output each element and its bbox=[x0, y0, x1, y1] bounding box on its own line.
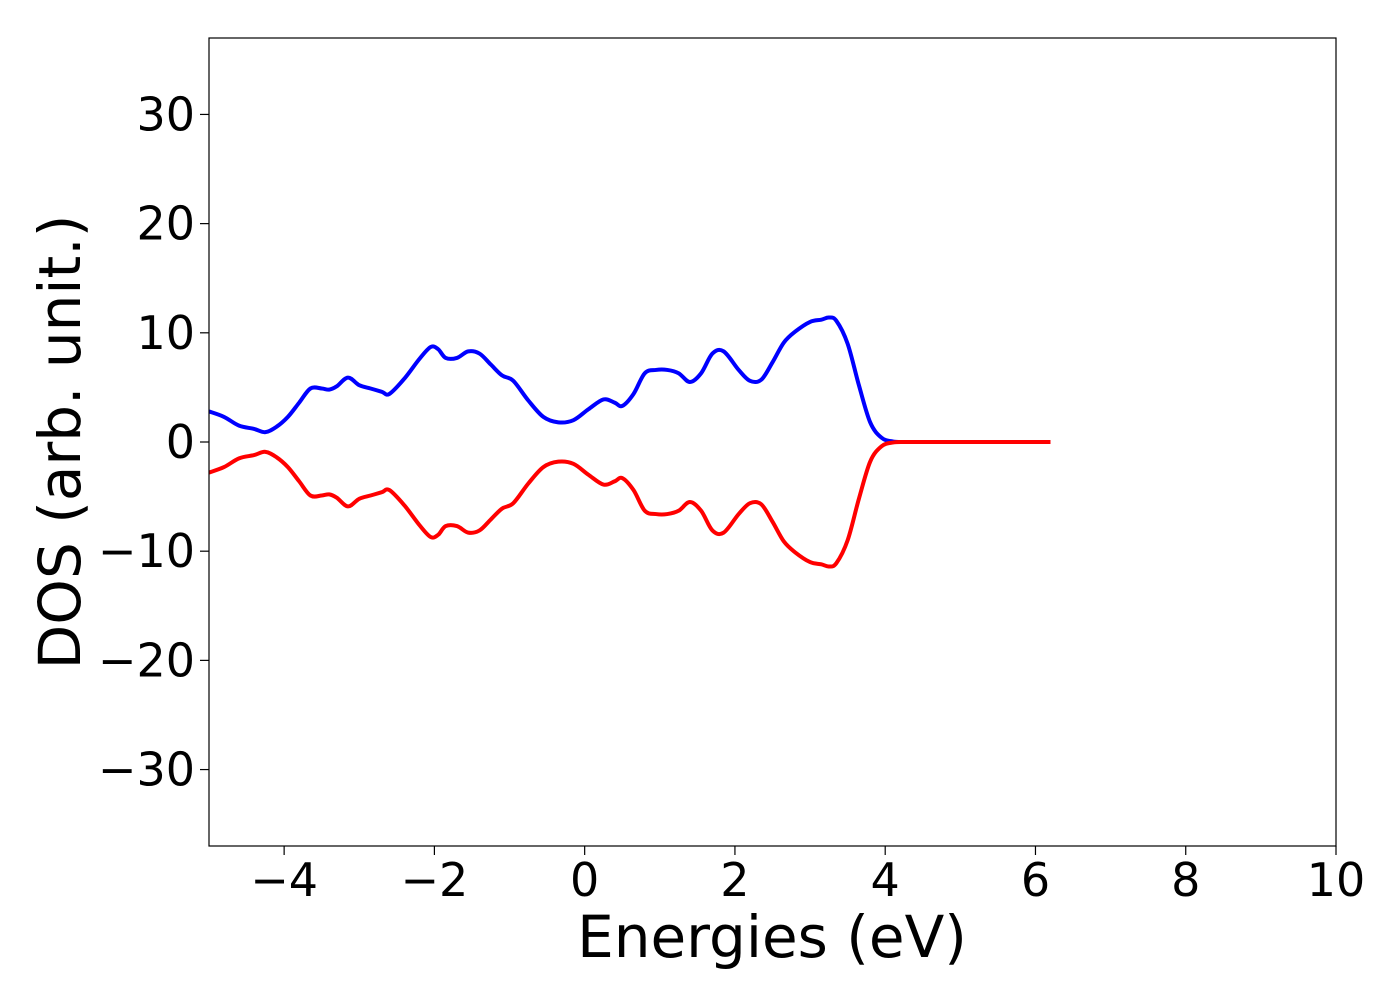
x-tick-label: 8 bbox=[1171, 853, 1200, 907]
x-tick-label: 0 bbox=[570, 853, 599, 907]
y-tick-label: 10 bbox=[136, 306, 195, 360]
y-tick-label: 20 bbox=[136, 197, 195, 251]
y-tick-label: −20 bbox=[98, 633, 195, 687]
x-tick-label: 6 bbox=[1021, 853, 1050, 907]
series-layer bbox=[209, 315, 1051, 569]
x-tick-label: −2 bbox=[400, 853, 468, 907]
x-tick-label: 10 bbox=[1307, 853, 1366, 907]
spin-up-dos-line bbox=[209, 315, 1051, 445]
y-tick-label: 30 bbox=[136, 87, 195, 141]
y-tick-label: 0 bbox=[166, 415, 195, 469]
x-tick-label: 2 bbox=[720, 853, 749, 907]
y-tick-label: −10 bbox=[98, 524, 195, 578]
x-tick-label: 4 bbox=[871, 853, 900, 907]
y-axis: −30 −20 −10 0 10 20 30 bbox=[98, 87, 209, 797]
y-axis-title: DOS (arb. unit.) bbox=[26, 215, 94, 670]
y-tick-label: −30 bbox=[98, 743, 195, 797]
x-tick-label: −4 bbox=[250, 853, 318, 907]
spin-down-dos-line bbox=[209, 439, 1051, 569]
x-axis-title: Energies (eV) bbox=[577, 903, 967, 971]
x-axis: −4 −2 0 2 4 6 8 10 bbox=[250, 846, 1365, 907]
